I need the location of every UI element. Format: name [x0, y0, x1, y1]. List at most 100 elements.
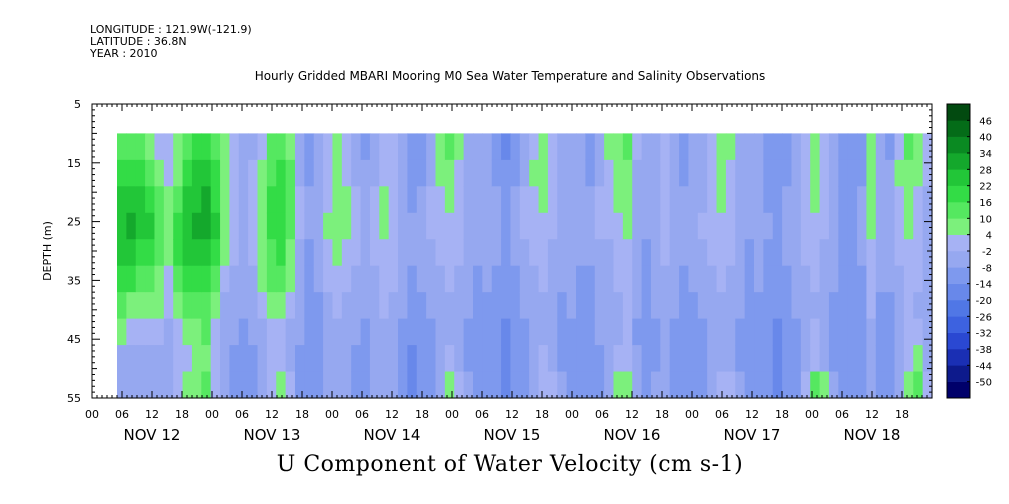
heatmap-cell: [547, 133, 558, 161]
heatmap-cell: [210, 371, 221, 399]
heatmap-cell: [866, 133, 877, 161]
heatmap-cell: [810, 371, 821, 399]
heatmap-cell: [913, 265, 924, 293]
heatmap-cell: [810, 239, 821, 267]
heatmap-cell: [210, 133, 221, 161]
heatmap-cell: [604, 159, 615, 187]
heatmap-cell: [482, 292, 493, 320]
heatmap-cell: [922, 318, 933, 346]
heatmap-cell: [510, 133, 521, 161]
heatmap-cell: [276, 133, 287, 161]
heatmap-cell: [810, 345, 821, 373]
heatmap-cell: [707, 265, 718, 293]
heatmap-cell: [210, 212, 221, 240]
heatmap-cell: [622, 265, 633, 293]
heatmap-cell: [154, 239, 165, 267]
heatmap-cell: [454, 292, 465, 320]
heatmap-cell: [220, 292, 231, 320]
heatmap-cell: [819, 345, 830, 373]
heatmap-cell: [557, 265, 568, 293]
heatmap-cell: [426, 265, 437, 293]
heatmap-cell: [182, 133, 193, 161]
heatmap-cell: [585, 318, 596, 346]
heatmap-cell: [622, 318, 633, 346]
heatmap-cell: [313, 318, 324, 346]
heatmap-cell: [557, 159, 568, 187]
heatmap-cell: [191, 186, 202, 214]
heatmap-cell: [491, 239, 502, 267]
heatmap-cell: [416, 239, 427, 267]
heatmap-cell: [163, 133, 174, 161]
heatmap-cell: [257, 318, 268, 346]
heatmap-cell: [529, 265, 540, 293]
heatmap-cell: [332, 239, 343, 267]
heatmap-cell: [894, 239, 905, 267]
heatmap-cell: [201, 292, 212, 320]
heatmap-cell: [613, 186, 624, 214]
heatmap-cell: [894, 212, 905, 240]
heatmap-cell: [117, 212, 127, 240]
y-tick-label: 55: [67, 392, 81, 405]
heatmap-cell: [266, 345, 277, 373]
heatmap-cell: [547, 345, 558, 373]
heatmap-cell: [697, 265, 708, 293]
heatmap-cell: [182, 345, 193, 373]
heatmap-cell: [594, 239, 605, 267]
heatmap-cell: [913, 212, 924, 240]
heatmap-cell: [557, 371, 568, 399]
heatmap-cell: [491, 212, 502, 240]
heatmap-cell: [828, 318, 839, 346]
heatmap-cell: [154, 318, 165, 346]
heatmap-cell: [894, 159, 905, 187]
heatmap-cell: [257, 345, 268, 373]
heatmap-cell: [847, 345, 858, 373]
heatmap-cell: [791, 318, 802, 346]
heatmap-cell: [444, 133, 455, 161]
heatmap-cell: [725, 159, 736, 187]
heatmap-cell: [491, 371, 502, 399]
heatmap-cell: [416, 186, 427, 214]
heatmap-cell: [294, 345, 305, 373]
heatmap-cell: [304, 159, 315, 187]
heatmap-cell: [585, 345, 596, 373]
heatmap-cell: [791, 371, 802, 399]
heatmap-cell: [444, 239, 455, 267]
heatmap-cell: [697, 318, 708, 346]
heatmap-cell: [847, 239, 858, 267]
heatmap-cell: [163, 159, 174, 187]
heatmap-cell: [519, 345, 530, 373]
heatmap-cell: [754, 239, 764, 267]
heatmap-cell: [744, 133, 755, 161]
heatmap-cell: [847, 159, 858, 187]
heatmap-cell: [482, 318, 493, 346]
heatmap-cell: [529, 239, 540, 267]
heatmap-cell: [744, 318, 755, 346]
heatmap-cell: [669, 265, 680, 293]
heatmap-cell: [351, 186, 362, 214]
heatmap-cell: [145, 186, 156, 214]
longitude-text: LONGITUDE : 121.9W(-121.9): [90, 23, 252, 36]
heatmap-cell: [782, 345, 793, 373]
heatmap-cell: [145, 265, 156, 293]
x-tick-label: 00: [805, 408, 819, 421]
heatmap-cell: [763, 239, 774, 267]
heatmap-cell: [154, 133, 165, 161]
heatmap-cell: [529, 292, 540, 320]
heatmap-cell: [398, 371, 408, 399]
heatmap-cell: [501, 371, 512, 399]
heatmap-cell: [725, 318, 736, 346]
heatmap-cell: [351, 239, 362, 267]
heatmap-cell: [875, 318, 886, 346]
x-day-label: NOV 18: [844, 426, 901, 444]
heatmap-cell: [576, 186, 586, 214]
heatmap-cell: [688, 133, 699, 161]
heatmap-cell: [679, 133, 690, 161]
colorbar-swatch: [947, 169, 970, 186]
heatmap-cell: [229, 292, 240, 320]
heatmap-cell: [828, 292, 839, 320]
heatmap-cell: [754, 212, 764, 240]
heatmap-cell: [566, 265, 577, 293]
x-tick-label: 00: [685, 408, 699, 421]
heatmap-cell: [472, 133, 483, 161]
heatmap-cell: [725, 265, 736, 293]
